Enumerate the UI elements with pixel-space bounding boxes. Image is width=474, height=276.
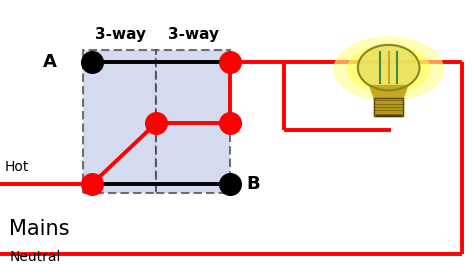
Text: B: B <box>247 174 260 193</box>
Point <box>226 60 234 64</box>
Text: Neutral: Neutral <box>9 250 61 264</box>
Point <box>226 181 234 186</box>
Point <box>153 121 160 125</box>
Circle shape <box>334 37 443 101</box>
Text: A: A <box>43 53 57 71</box>
Point <box>89 181 96 186</box>
Text: 3-way: 3-way <box>95 27 146 42</box>
Bar <box>374 98 403 116</box>
FancyBboxPatch shape <box>83 50 156 193</box>
Text: Hot: Hot <box>5 160 29 174</box>
Bar <box>374 98 403 116</box>
FancyBboxPatch shape <box>156 50 230 193</box>
Point <box>89 60 96 64</box>
Text: 3-way: 3-way <box>168 27 219 42</box>
Ellipse shape <box>358 45 419 91</box>
Point <box>226 121 234 125</box>
Polygon shape <box>370 86 408 99</box>
Circle shape <box>348 45 429 93</box>
Text: Mains: Mains <box>9 219 70 239</box>
